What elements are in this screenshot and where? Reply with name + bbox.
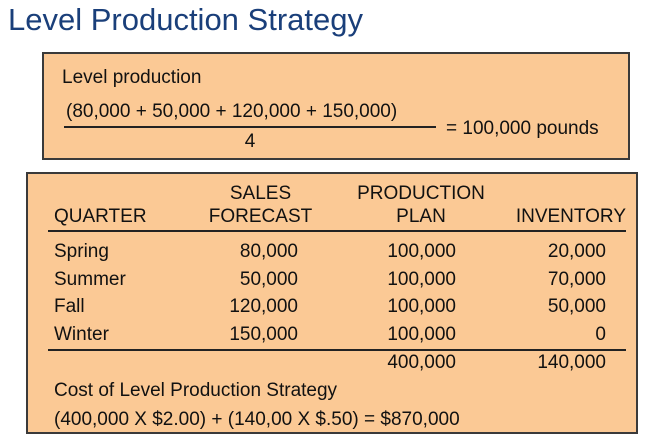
fraction-bar (64, 126, 436, 128)
table-row-production: 100,000 (387, 324, 456, 345)
table-row-sales: 120,000 (229, 296, 298, 317)
table-row-quarter: Fall (54, 296, 85, 317)
table-row-quarter: Winter (54, 324, 109, 345)
table-row-inventory: 70,000 (547, 269, 606, 290)
table-row-quarter: Summer (54, 269, 126, 290)
formula-result: = 100,000 pounds (446, 118, 599, 139)
table-row-production: 100,000 (387, 269, 456, 290)
table-row-sales: 150,000 (229, 324, 298, 345)
table-row-production: 100,000 (387, 241, 456, 262)
totals-rule (48, 349, 626, 351)
header-sales-line2: FORECAST (208, 206, 313, 227)
header-inventory: INVENTORY (515, 206, 626, 227)
header-sales-line1: SALES (229, 183, 292, 204)
formula-box: Level production (80,000 + 50,000 + 120,… (42, 52, 630, 160)
formula-heading: Level production (62, 67, 202, 88)
table-row-inventory: 20,000 (547, 241, 606, 262)
table-row-inventory: 50,000 (547, 296, 606, 317)
header-production-line2: PLAN (396, 206, 446, 227)
production-table-box: SALES PRODUCTION QUARTER FORECAST PLAN I… (26, 172, 638, 434)
slide-title: Level Production Strategy (8, 2, 363, 37)
total-inventory: 140,000 (537, 352, 606, 373)
header-quarter: QUARTER (54, 206, 147, 227)
formula-numerator: (80,000 + 50,000 + 120,000 + 150,000) (66, 101, 398, 122)
cost-calculation: (400,000 X $2.00) + (140,00 X $.50) = $8… (54, 409, 460, 430)
header-rule (48, 230, 626, 232)
table-row-sales: 80,000 (239, 241, 298, 262)
cost-heading: Cost of Level Production Strategy (54, 380, 338, 401)
total-production: 400,000 (387, 352, 456, 373)
table-row-inventory: 0 (595, 324, 606, 345)
formula-denominator: 4 (244, 131, 256, 152)
table-row-production: 100,000 (387, 296, 456, 317)
header-production-line1: PRODUCTION (357, 183, 485, 204)
table-row-quarter: Spring (54, 241, 109, 262)
table-row-sales: 50,000 (239, 269, 298, 290)
